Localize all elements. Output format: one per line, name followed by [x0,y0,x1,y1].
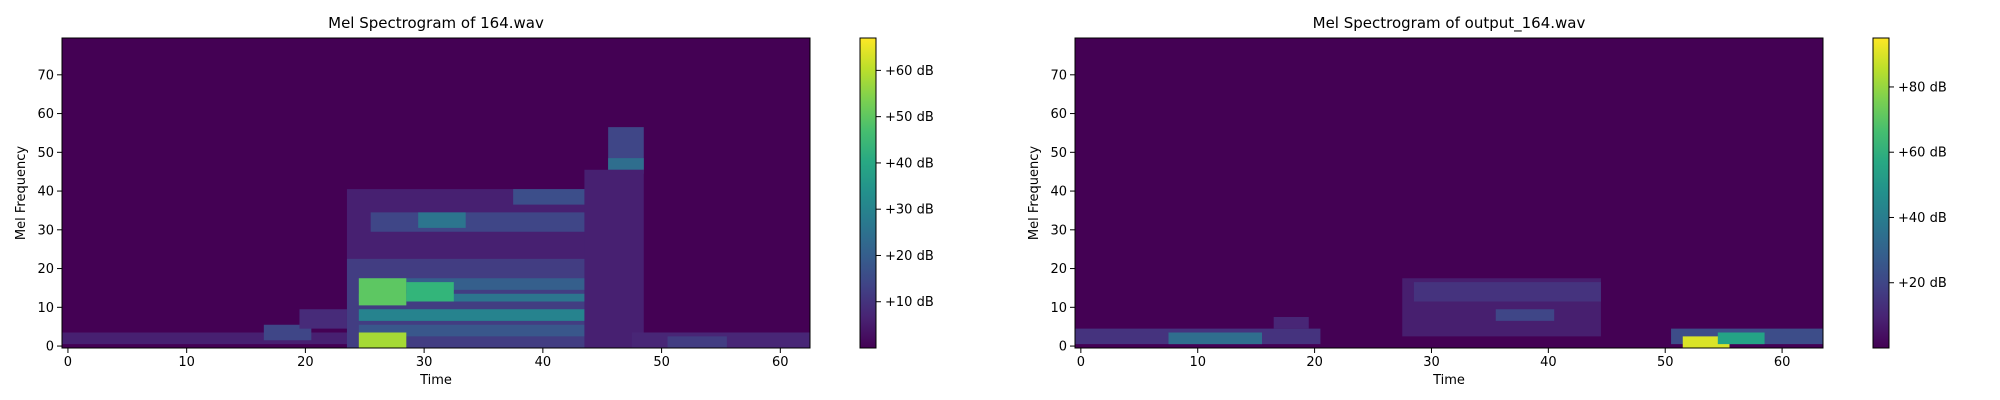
colorbar-tick-label: +10 dB [885,295,934,310]
y-tick-label: 60 [37,107,54,122]
heatmap-cell [358,293,597,302]
colorbar [859,37,877,349]
heatmap-cell [358,309,597,321]
x-axis-label: Time [1432,373,1465,388]
y-tick-label: 70 [37,68,54,83]
y-tick-label: 10 [1050,301,1067,316]
y-axis-label: Mel Frequency [1027,146,1042,240]
x-tick-label: 0 [1077,355,1085,370]
heatmap-cell [513,189,597,205]
y-tick-label: 20 [1050,262,1067,277]
heatmap-cell [358,324,597,337]
y-tick-label: 10 [37,301,54,316]
heatmap-cell [667,336,727,348]
heatmap-cell [358,278,597,290]
y-tick-label: 60 [1050,107,1067,122]
y-tick-label: 20 [37,262,54,277]
heatmap-cell [608,158,644,170]
y-tick-label: 50 [1050,146,1067,161]
chart-panel-1: 0 10 20 30 40 50 60 0 10 20 30 40 50 60 70 Mel Spectrog… [14,14,934,388]
y-tick-label: 50 [37,146,54,161]
axes-frame [1074,37,1824,349]
heatmap-cell [1273,317,1309,329]
y-tick-label: 0 [46,340,54,355]
heatmap-cell [299,309,359,329]
colorbar [1872,37,1890,349]
colorbar-tick-label: +20 dB [1898,276,1947,291]
x-tick-label: 10 [1189,355,1206,370]
colorbar-tick-label: +30 dB [885,203,934,218]
x-tick-label: 30 [416,355,433,370]
x-tick-label: 60 [1774,355,1791,370]
colorbar-tick-label: +60 dB [885,64,934,79]
colorbar-tick-label: +80 dB [1898,80,1947,95]
chart-title: Mel Spectrogram of 164.wav [328,14,544,32]
chart-title: Mel Spectrogram of output_164.wav [1313,14,1586,33]
heatmap-cell [1495,309,1555,321]
heatmap-cell [62,332,359,345]
x-tick-label: 10 [178,355,195,370]
x-tick-label: 60 [772,355,789,370]
y-axis-label: Mel Frequency [14,146,29,240]
x-tick-label: 20 [1306,355,1323,370]
y-tick-label: 40 [1050,185,1067,200]
heatmap-cell [1717,332,1765,345]
x-tick-label: 0 [64,355,72,370]
x-tick-label: 50 [653,355,670,370]
x-tick-label: 50 [1657,355,1674,370]
x-tick-label: 40 [1540,355,1557,370]
heatmap-cell [418,212,466,228]
chart-panel-2: 0 10 20 30 40 50 60 0 10 20 30 40 50 60 70 Mel Spectrog… [1027,14,1947,388]
x-tick-label: 40 [535,355,552,370]
y-tick-label: 30 [37,223,54,238]
y-tick-label: 30 [1050,223,1067,238]
colorbar-tick-label: +40 dB [1898,211,1947,226]
heatmap-cell [406,282,454,302]
heatmap-cell [1168,332,1262,345]
colorbar-tick-label: +50 dB [885,110,934,125]
heatmap-cell [358,332,407,348]
heatmap-cell [1413,282,1601,302]
y-tick-label: 40 [37,185,54,200]
axes-frame [61,37,811,349]
heatmap-cell [1682,336,1730,348]
heatmap-cell [370,212,597,232]
x-axis-label: Time [419,373,452,388]
x-tick-label: 30 [1423,355,1440,370]
colorbar-tick-label: +40 dB [885,156,934,171]
y-tick-label: 0 [1059,340,1067,355]
colorbar-tick-label: +20 dB [885,249,934,264]
colorbar-tick-label: +60 dB [1898,146,1947,161]
heatmap-cell [584,169,644,348]
heatmap-cell [358,278,407,306]
x-tick-label: 20 [297,355,314,370]
y-tick-label: 70 [1050,68,1067,83]
